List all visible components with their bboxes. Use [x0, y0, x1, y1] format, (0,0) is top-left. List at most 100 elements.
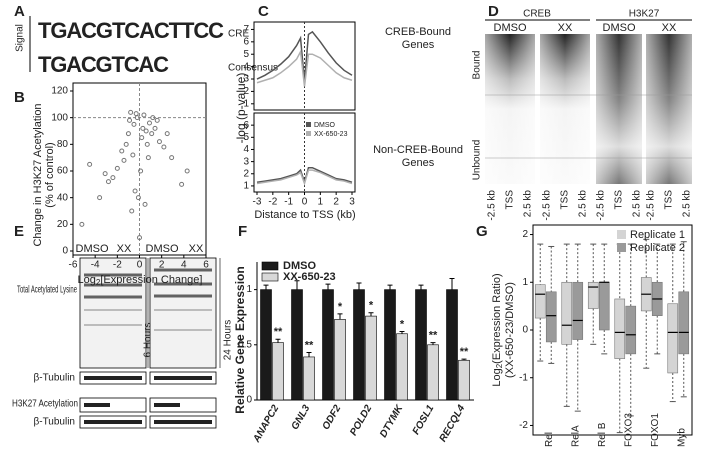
x-tick-label: DTYMK [378, 403, 406, 440]
point [102, 171, 108, 177]
legend-label: Replicate 2 [630, 242, 685, 254]
y-tick-label: 2 [522, 229, 528, 240]
box [667, 303, 679, 374]
y-tick-label: 5 [243, 49, 249, 60]
x-tick-label: 2 [333, 197, 339, 208]
blot-label: H3K27 Acetylation [12, 399, 78, 410]
x-tick-label: FOXO3 [623, 413, 634, 447]
y-tick-label: 2 [243, 168, 249, 179]
significance: ** [460, 346, 469, 358]
y-tick-label: 1 [243, 181, 249, 192]
box [545, 291, 557, 343]
legend-label: Replicate 1 [630, 229, 685, 241]
point [169, 155, 175, 161]
significance: ** [274, 326, 283, 338]
point [141, 112, 147, 118]
x-tick-label: POLD2 [348, 403, 374, 438]
y-tick-label: 120 [51, 86, 68, 97]
condition-label: XX [117, 243, 132, 255]
x-tick-label: ANAPC2 [251, 403, 282, 445]
panel-subtitle: Non-CREB-Bound [373, 144, 463, 156]
x-tick-label: TSS [560, 190, 571, 210]
x-tick-label: GNL3 [290, 403, 313, 432]
point [119, 148, 125, 154]
significance: ** [305, 339, 314, 351]
x-tick-label: -6 [69, 260, 78, 271]
x-tick-label: -2.5 kb [596, 190, 607, 221]
error-bar [325, 283, 331, 290]
point [125, 131, 131, 137]
bar [415, 289, 427, 401]
point [154, 117, 160, 123]
x-tick-label: 2 [159, 260, 165, 271]
column-label: DMSO [494, 22, 527, 34]
condition-label: DMSO [146, 243, 179, 255]
condition-label: DMSO [76, 243, 109, 255]
x-tick-label: 0 [302, 197, 308, 208]
heatmap [485, 19, 692, 184]
legend-swatch [261, 272, 279, 282]
error-bar [418, 284, 424, 290]
point [123, 141, 129, 147]
x-tick-label: FOXO1 [650, 413, 661, 447]
sequence-logo: TGACGTCACTTCC [38, 18, 224, 43]
logo-label: Consensus [228, 63, 278, 74]
point [87, 161, 93, 167]
point [152, 125, 158, 131]
x-tick-label: 2.5 kb [523, 190, 534, 218]
point [133, 111, 139, 117]
y-tick-label: 0 [522, 325, 528, 336]
x-tick-label: Rel B [597, 422, 608, 447]
bar [446, 289, 458, 401]
bar [303, 356, 315, 401]
error-bar [387, 284, 393, 290]
y-tick-label: 7 [243, 24, 249, 35]
point [110, 175, 116, 181]
panel-subtitle: CREB-Bound [385, 26, 451, 38]
error-bar [306, 352, 312, 357]
box [625, 305, 637, 355]
panel-label: C [258, 3, 269, 20]
y-tick-label: 4 [243, 61, 249, 72]
panel-label: B [14, 89, 25, 106]
legend-label: DMSO [283, 260, 316, 272]
y-tick-label: 80 [57, 139, 69, 150]
column-label: DMSO [603, 22, 636, 34]
row-label: Bound [472, 51, 483, 80]
blot-label: Total Acetylated Lysine [17, 285, 77, 296]
box [534, 284, 546, 319]
box [572, 281, 584, 340]
y-tick-label: 1 [243, 98, 249, 109]
row-label: Unbound [472, 140, 483, 181]
x-tick-label: -2.5 kb [542, 190, 553, 221]
y-axis-label: Change in H3K27 Acetylation [32, 103, 44, 246]
x-axis-label-part: Log [78, 274, 96, 286]
bar [427, 344, 439, 401]
y-axis-label: (XX-650-23/DMSO) [504, 282, 516, 378]
y-tick-label: 3 [243, 156, 249, 167]
x-axis-label: Log2[Expression Change] [78, 274, 203, 287]
time-label: 24 Hours [223, 320, 234, 361]
bar [334, 319, 346, 401]
point [138, 168, 144, 174]
y-tick-label: 4 [243, 144, 249, 155]
x-tick-label: 0 [137, 260, 143, 271]
point [179, 181, 185, 187]
blot-label: β-Tubulin [33, 373, 75, 384]
box [678, 291, 690, 355]
y-tick-label: 0 [246, 395, 252, 406]
box [614, 298, 626, 359]
bar [260, 289, 272, 401]
x-tick-label: 1 [318, 197, 324, 208]
point [121, 157, 127, 163]
point [128, 109, 134, 115]
point [145, 155, 151, 161]
point [127, 117, 133, 123]
significance: * [369, 300, 374, 312]
x-tick-label: -3 [253, 197, 262, 208]
bar [365, 315, 377, 401]
bar [396, 333, 408, 401]
x-tick-label: TSS [614, 190, 625, 210]
group-label: CREB [523, 9, 551, 20]
point [139, 135, 145, 141]
